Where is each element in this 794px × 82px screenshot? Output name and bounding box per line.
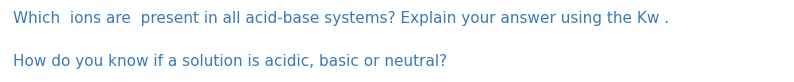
Text: How do you know if a solution is acidic, basic or neutral?: How do you know if a solution is acidic,… xyxy=(13,54,447,69)
Text: Which  ions are  present in all acid-base systems? Explain your answer using the: Which ions are present in all acid-base … xyxy=(13,11,669,26)
